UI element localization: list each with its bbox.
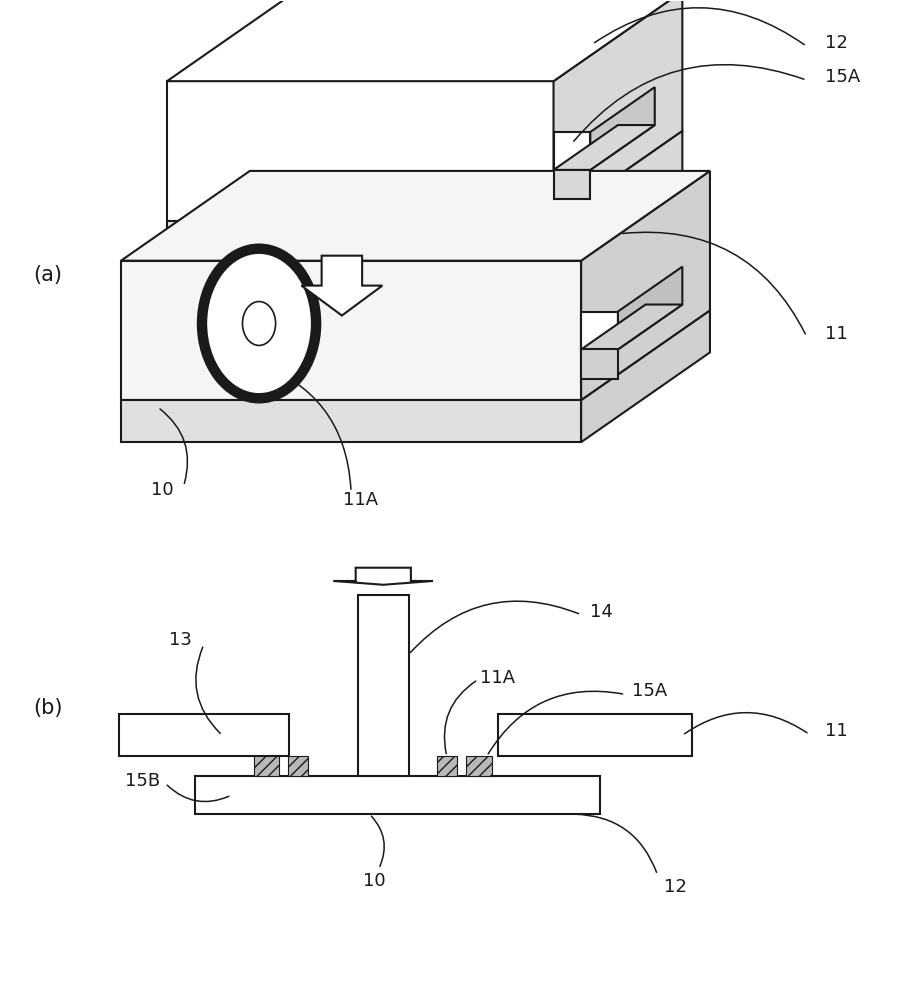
Bar	[288, 756, 308, 776]
Bar	[254, 756, 280, 776]
Polygon shape	[581, 311, 710, 442]
Polygon shape	[554, 132, 591, 170]
Text: 10: 10	[151, 481, 174, 499]
Text: 12: 12	[825, 34, 848, 52]
Polygon shape	[121, 261, 581, 400]
Text: 15A: 15A	[825, 68, 860, 86]
Ellipse shape	[202, 249, 316, 398]
Polygon shape	[121, 400, 581, 442]
Text: 13: 13	[170, 631, 192, 649]
Ellipse shape	[243, 302, 276, 345]
Text: 11A: 11A	[342, 491, 378, 509]
Bar	[466, 756, 492, 776]
Text: 12: 12	[664, 878, 687, 896]
Polygon shape	[554, 125, 654, 170]
Polygon shape	[302, 256, 382, 316]
Polygon shape	[591, 87, 654, 170]
Polygon shape	[167, 0, 682, 81]
Polygon shape	[121, 171, 710, 261]
Polygon shape	[554, 131, 682, 263]
Polygon shape	[333, 568, 433, 585]
Polygon shape	[581, 349, 617, 379]
Text: 15B: 15B	[125, 772, 160, 790]
Polygon shape	[581, 305, 682, 349]
Bar	[195, 776, 600, 814]
Polygon shape	[554, 170, 591, 199]
Text: 11: 11	[825, 722, 847, 740]
Text: 10: 10	[363, 872, 386, 890]
Polygon shape	[554, 0, 682, 221]
Polygon shape	[581, 171, 710, 400]
Bar	[437, 756, 457, 776]
Polygon shape	[167, 81, 554, 221]
Bar	[498, 714, 691, 756]
Text: (a): (a)	[33, 265, 63, 285]
Bar	[358, 595, 409, 776]
Bar	[119, 714, 289, 756]
Polygon shape	[167, 221, 554, 263]
Text: 14: 14	[591, 603, 613, 621]
Polygon shape	[617, 267, 682, 349]
Text: 11: 11	[825, 325, 847, 343]
Text: 11A: 11A	[480, 669, 515, 687]
Text: 15A: 15A	[631, 682, 667, 700]
Text: (b): (b)	[33, 698, 63, 718]
Polygon shape	[581, 312, 617, 349]
